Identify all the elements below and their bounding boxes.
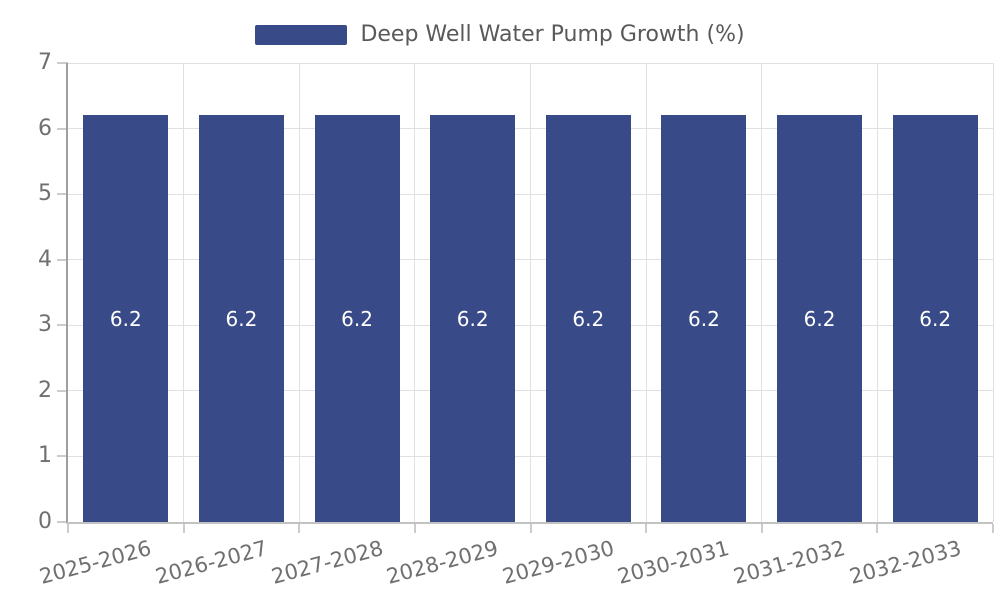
y-tick-label: 5 <box>38 181 52 207</box>
bar: 6.2 <box>777 115 863 522</box>
x-tick-mark <box>876 524 879 533</box>
x-tick-label: 2025-2026 <box>37 536 155 589</box>
y-tick-mark <box>57 455 68 458</box>
y-tick-label: 7 <box>38 50 52 75</box>
bar: 6.2 <box>661 115 747 522</box>
legend-item[interactable]: Deep Well Water Pump Growth (%) <box>255 22 745 47</box>
x-tick-label: 2029-2030 <box>499 536 617 589</box>
y-tick-label: 6 <box>38 115 52 141</box>
x-tick-mark <box>67 524 69 533</box>
y-tick-label: 2 <box>38 377 52 403</box>
x-tick-label: 2030-2031 <box>615 536 733 589</box>
y-tick-mark <box>57 62 68 64</box>
x-tick-label: 2027-2028 <box>268 536 386 589</box>
x-axis-line <box>66 522 993 524</box>
x-tick-label: 2026-2027 <box>152 536 270 589</box>
v-gridline <box>183 63 185 522</box>
v-gridline <box>992 63 994 522</box>
x-tick-label: 2031-2032 <box>730 536 848 589</box>
bar-value-label: 6.2 <box>341 306 373 331</box>
x-tick-mark <box>529 524 532 533</box>
y-tick-label: 4 <box>38 246 52 272</box>
x-tick-mark <box>298 524 301 533</box>
bar-value-label: 6.2 <box>456 306 489 331</box>
y-tick-mark <box>57 127 68 130</box>
bar: 6.2 <box>83 115 169 522</box>
y-tick-label: 1 <box>38 443 52 469</box>
bar-value-label: 6.2 <box>572 306 605 331</box>
legend-swatch <box>255 24 348 45</box>
v-gridline <box>298 63 300 522</box>
x-tick-mark <box>645 524 648 533</box>
y-axis-line <box>66 63 68 524</box>
bar-value-label: 6.2 <box>919 306 952 331</box>
y-tick-label: 0 <box>38 509 52 534</box>
v-gridline <box>876 63 878 522</box>
bar: 6.2 <box>314 115 400 522</box>
y-tick-label: 3 <box>38 312 52 338</box>
v-gridline <box>761 63 763 522</box>
bar-value-label: 6.2 <box>688 306 720 331</box>
x-tick-label: 2028-2029 <box>384 536 501 589</box>
bar-value-label: 6.2 <box>109 306 142 331</box>
bar: 6.2 <box>198 115 284 522</box>
bar-value-label: 6.2 <box>225 306 258 331</box>
y-tick-mark <box>57 193 68 196</box>
y-tick-mark <box>57 324 68 327</box>
x-tick-label: 2032-2033 <box>846 536 964 589</box>
v-gridline <box>645 63 647 522</box>
y-tick-mark <box>57 258 68 261</box>
x-tick-mark <box>182 524 185 533</box>
bar: 6.2 <box>545 115 631 522</box>
y-tick-mark <box>57 389 68 392</box>
v-gridline <box>530 63 531 522</box>
legend-label: Deep Well Water Pump Growth (%) <box>360 22 745 47</box>
bar: 6.2 <box>892 115 978 522</box>
x-tick-mark <box>760 524 763 533</box>
y-tick-mark <box>57 521 68 523</box>
x-tick-mark <box>992 524 994 533</box>
bar-value-label: 6.2 <box>803 306 836 331</box>
v-gridline <box>414 63 416 522</box>
bar: 6.2 <box>430 115 516 522</box>
chart-legend: Deep Well Water Pump Growth (%) <box>0 22 1000 47</box>
x-tick-mark <box>413 524 416 533</box>
